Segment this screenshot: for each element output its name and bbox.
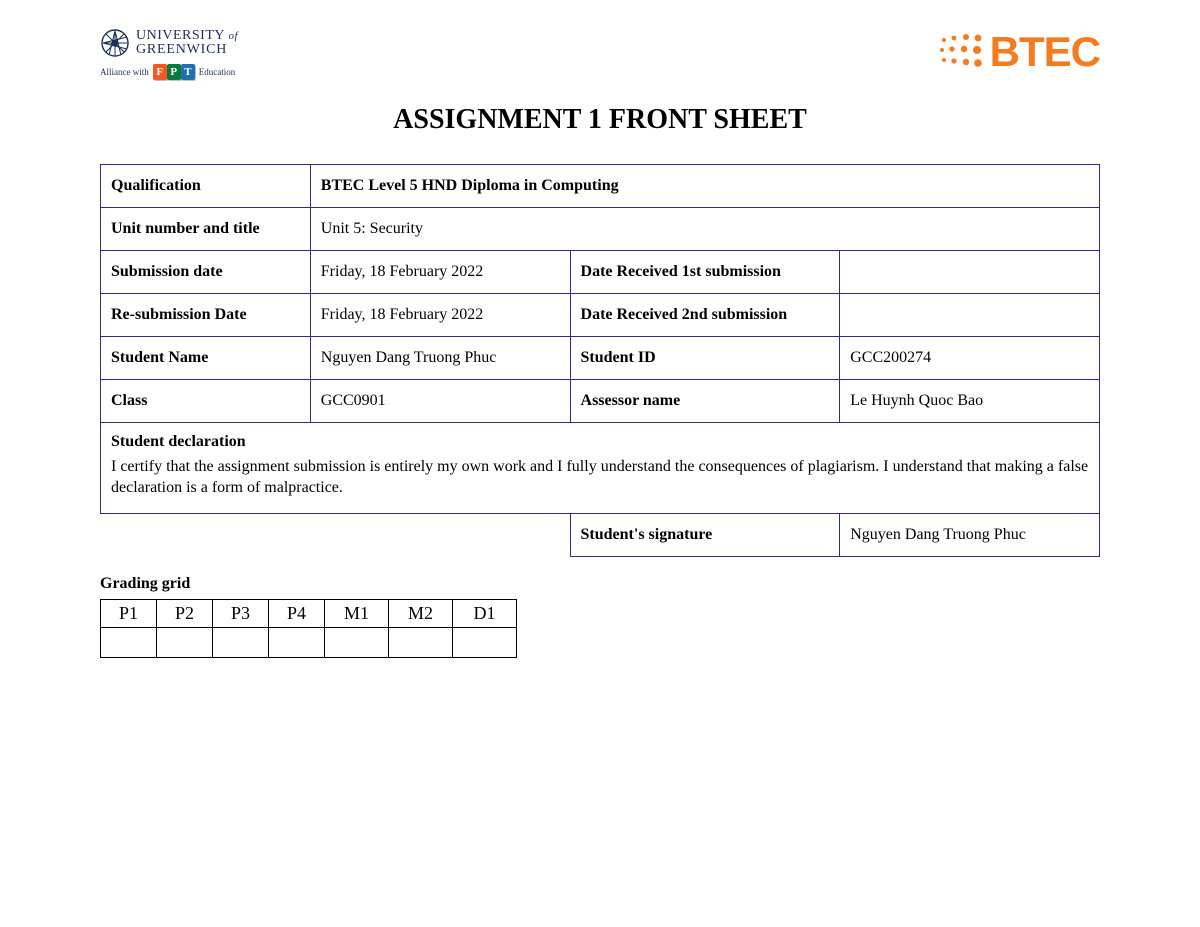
signature-label: Student's signature [570, 513, 840, 556]
student-name-value: Nguyen Dang Truong Phuc [310, 337, 570, 380]
grading-header: P3 [213, 599, 269, 627]
page-title: ASSIGNMENT 1 FRONT SHEET [100, 104, 1100, 136]
header: UNIVERSITY of GREENWICH Alliance with F … [100, 28, 1100, 80]
date-received-2-label: Date Received 2nd submission [570, 294, 840, 337]
unit-value: Unit 5: Security [310, 208, 1099, 251]
grading-header: P1 [101, 599, 157, 627]
grading-cell [269, 627, 325, 657]
date-received-1-value [840, 251, 1100, 294]
row-student: Student Name Nguyen Dang Truong Phuc Stu… [101, 337, 1100, 380]
fpt-t: T [181, 64, 195, 80]
university-logo: UNIVERSITY of GREENWICH Alliance with F … [100, 28, 238, 80]
row-submission: Submission date Friday, 18 February 2022… [101, 251, 1100, 294]
grading-header: M2 [389, 599, 453, 627]
unit-label: Unit number and title [101, 208, 311, 251]
grading-value-row [101, 627, 517, 657]
row-unit: Unit number and title Unit 5: Security [101, 208, 1100, 251]
grading-cell [389, 627, 453, 657]
grading-cell [213, 627, 269, 657]
grading-cell [101, 627, 157, 657]
page: UNIVERSITY of GREENWICH Alliance with F … [0, 0, 1200, 658]
fpt-f: F [153, 64, 167, 80]
grading-grid-table: P1 P2 P3 P4 M1 M2 D1 [100, 599, 517, 658]
row-declaration: Student declaration I certify that the a… [101, 423, 1100, 514]
fpt-badge-icon: F P T [153, 64, 195, 80]
fpt-p: P [167, 64, 181, 80]
grading-header-row: P1 P2 P3 P4 M1 M2 D1 [101, 599, 517, 627]
grading-header: P4 [269, 599, 325, 627]
front-sheet-table: Qualification BTEC Level 5 HND Diploma i… [100, 164, 1100, 557]
student-name-label: Student Name [101, 337, 311, 380]
grading-cell [453, 627, 517, 657]
btec-text: BTEC [990, 28, 1100, 76]
grading-header: D1 [453, 599, 517, 627]
alliance-line: Alliance with F P T Education [100, 64, 238, 80]
university-line2: GREENWICH [136, 43, 238, 57]
grading-grid-title: Grading grid [100, 575, 1100, 593]
declaration-body: I certify that the assignment submission… [111, 457, 1089, 499]
btec-logo: BTEC [938, 28, 1100, 76]
resubmission-value: Friday, 18 February 2022 [310, 294, 570, 337]
assessor-label: Assessor name [570, 380, 840, 423]
row-class: Class GCC0901 Assessor name Le Huynh Quo… [101, 380, 1100, 423]
assessor-value: Le Huynh Quoc Bao [840, 380, 1100, 423]
university-name: UNIVERSITY of GREENWICH [136, 29, 238, 57]
grading-cell [157, 627, 213, 657]
submission-label: Submission date [101, 251, 311, 294]
submission-value: Friday, 18 February 2022 [310, 251, 570, 294]
student-id-label: Student ID [570, 337, 840, 380]
university-line1: UNIVERSITY [136, 28, 224, 43]
university-logo-top: UNIVERSITY of GREENWICH [100, 28, 238, 58]
date-received-1-label: Date Received 1st submission [570, 251, 840, 294]
university-of: of [228, 30, 238, 42]
btec-dots-icon [938, 32, 984, 72]
declaration-title: Student declaration [111, 433, 1089, 451]
signature-value: Nguyen Dang Truong Phuc [840, 513, 1100, 556]
class-label: Class [101, 380, 311, 423]
row-qualification: Qualification BTEC Level 5 HND Diploma i… [101, 165, 1100, 208]
alliance-suffix: Education [199, 67, 236, 77]
grading-header: M1 [325, 599, 389, 627]
resubmission-label: Re-submission Date [101, 294, 311, 337]
alliance-prefix: Alliance with [100, 67, 149, 77]
qualification-value: BTEC Level 5 HND Diploma in Computing [310, 165, 1099, 208]
grading-cell [325, 627, 389, 657]
row-resubmission: Re-submission Date Friday, 18 February 2… [101, 294, 1100, 337]
grading-header: P2 [157, 599, 213, 627]
date-received-2-value [840, 294, 1100, 337]
student-id-value: GCC200274 [840, 337, 1100, 380]
university-emblem-icon [100, 28, 130, 58]
qualification-label: Qualification [101, 165, 311, 208]
class-value: GCC0901 [310, 380, 570, 423]
signature-spacer [101, 513, 571, 556]
row-signature: Student's signature Nguyen Dang Truong P… [101, 513, 1100, 556]
